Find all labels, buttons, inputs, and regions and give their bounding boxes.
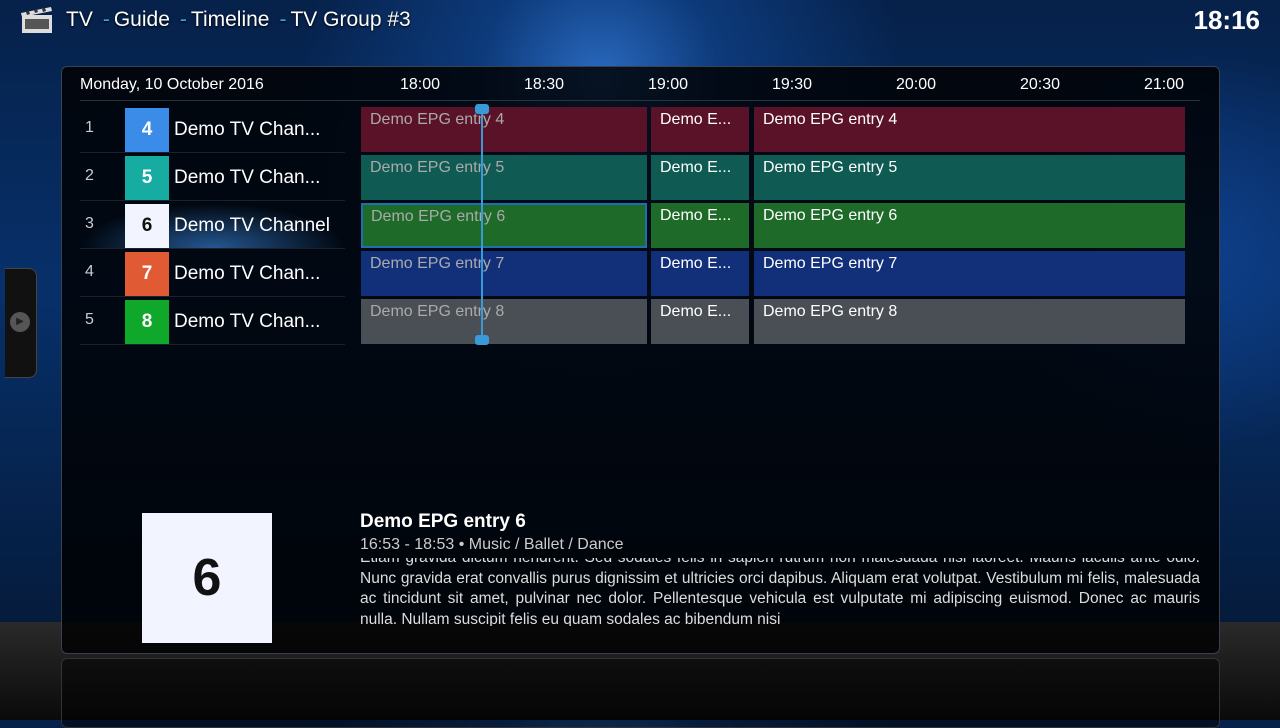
clock: 18:16 [1193,5,1261,35]
breadcrumb-timeline[interactable]: Timeline [190,8,270,31]
breadcrumb-group[interactable]: TV Group #3 [290,8,411,31]
epg-entry[interactable]: Demo E... [651,107,749,152]
epg-entry[interactable]: Demo E... [651,299,749,344]
time-tick: 19:00 [648,76,689,93]
program-meta: 16:53 - 18:53 • Music / Ballet / Dance [360,536,624,553]
channel-index: 3 [85,215,94,232]
epg-entry[interactable]: Demo EPG entry 5 [361,155,647,200]
epg-entry[interactable]: Demo E... [651,251,749,296]
channel-logo: 6 [125,204,169,248]
epg-entry[interactable]: Demo EPG entry 8 [754,299,1185,344]
epg-entry[interactable]: Demo EPG entry 6 [361,203,647,248]
epg-entry[interactable]: Demo E... [651,155,749,200]
program-description-text: Etiam gravida dictum hendrerit. Sed soda… [360,558,1200,626]
divider [80,100,1200,101]
epg-entry[interactable]: Demo EPG entry 4 [754,107,1185,152]
channel-index: 5 [85,311,94,328]
breadcrumb: TV - Guide - Timeline - TV Group #3 [20,4,411,36]
channel-logo: 5 [125,156,169,200]
channel-name: Demo TV Chan... [174,167,321,188]
channel-row[interactable]: 2 5 Demo TV Chan... [80,155,345,201]
channel-thumbnail: 6 [142,513,272,643]
channel-name: Demo TV Chan... [174,119,321,140]
channel-logo: 4 [125,108,169,152]
clapperboard-icon [21,7,52,33]
breadcrumb-tv[interactable]: TV [66,8,93,31]
channel-name: Demo TV Chan... [174,311,321,332]
time-tick: 20:30 [1020,76,1061,93]
time-tick: 18:00 [400,76,441,93]
channel-index: 4 [85,263,94,280]
channel-logo: 8 [125,300,169,344]
channel-row[interactable]: 1 4 Demo TV Chan... [80,107,345,153]
time-tick: 18:30 [524,76,565,93]
time-tick: 19:30 [772,76,813,93]
epg-entry[interactable]: Demo E... [651,203,749,248]
epg-entry[interactable]: Demo EPG entry 7 [754,251,1185,296]
channel-logo: 7 [125,252,169,296]
lower-panel [61,658,1220,728]
epg-entry[interactable]: Demo EPG entry 6 [754,203,1185,248]
time-tick: 20:00 [896,76,937,93]
epg-entry[interactable]: Demo EPG entry 5 [754,155,1185,200]
breadcrumb-guide[interactable]: Guide [113,8,170,31]
channel-index: 2 [85,167,94,184]
epg-entry[interactable]: Demo EPG entry 7 [361,251,647,296]
current-time-handle-top [475,104,489,114]
side-menu-arrow-icon[interactable]: ▶ [10,312,30,332]
program-description: Etiam gravida dictum hendrerit. Sed soda… [360,558,1200,626]
channel-name: Demo TV Chan... [174,263,321,284]
channel-row[interactable]: 4 7 Demo TV Chan... [80,251,345,297]
epg-entry[interactable]: Demo EPG entry 8 [361,299,647,344]
epg-entry[interactable]: Demo EPG entry 4 [361,107,647,152]
channel-name: Demo TV Channel [174,215,330,236]
channel-row[interactable]: 3 6 Demo TV Channel [80,203,345,249]
guide-date: Monday, 10 October 2016 [80,76,264,93]
channel-index: 1 [85,119,94,136]
channel-row[interactable]: 5 8 Demo TV Chan... [80,299,345,345]
current-time-handle-bottom [475,335,489,345]
current-time-indicator [481,108,483,341]
program-title: Demo EPG entry 6 [360,511,526,532]
time-tick: 21:00 [1144,76,1185,93]
